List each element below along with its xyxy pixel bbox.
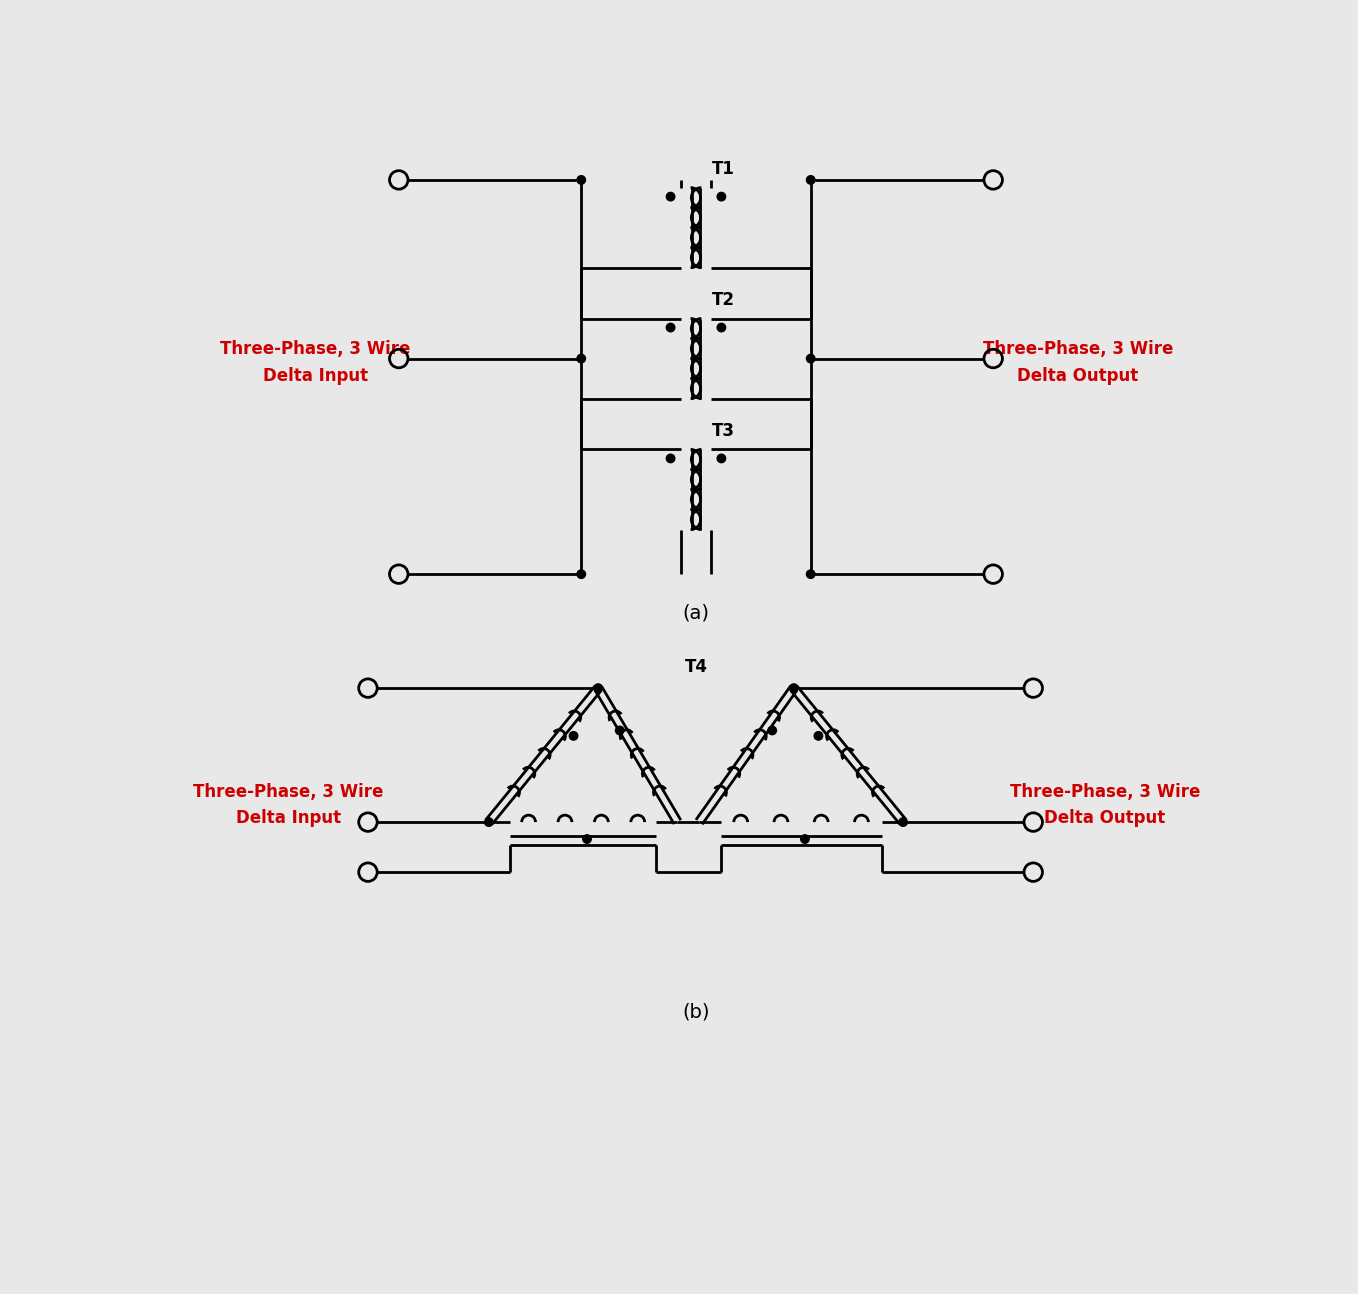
Circle shape (807, 355, 815, 362)
Circle shape (667, 193, 675, 201)
Text: T3: T3 (712, 422, 735, 440)
Circle shape (577, 176, 585, 184)
Circle shape (569, 731, 577, 740)
Circle shape (899, 818, 907, 827)
Text: Three-Phase, 3 Wire
Delta Input: Three-Phase, 3 Wire Delta Input (193, 783, 384, 827)
Circle shape (485, 818, 493, 827)
Text: T2: T2 (712, 291, 735, 309)
Text: (b): (b) (682, 1002, 710, 1021)
Circle shape (717, 454, 725, 463)
Circle shape (577, 355, 585, 362)
Text: T4: T4 (684, 657, 708, 675)
Circle shape (667, 324, 675, 331)
Circle shape (789, 685, 799, 692)
Circle shape (717, 193, 725, 201)
Circle shape (769, 726, 777, 735)
Text: Three-Phase, 3 Wire
Delta Output: Three-Phase, 3 Wire Delta Output (983, 340, 1173, 384)
Circle shape (577, 569, 585, 578)
Circle shape (717, 324, 725, 331)
Circle shape (807, 176, 815, 184)
Circle shape (615, 726, 623, 735)
Circle shape (583, 835, 591, 844)
Text: Three-Phase, 3 Wire
Delta Output: Three-Phase, 3 Wire Delta Output (1009, 783, 1200, 827)
Text: T1: T1 (712, 160, 735, 179)
Circle shape (801, 835, 809, 844)
Text: Three-Phase, 3 Wire
Delta Input: Three-Phase, 3 Wire Delta Input (220, 340, 410, 384)
Text: (a): (a) (683, 603, 709, 622)
Circle shape (815, 731, 823, 740)
Circle shape (667, 454, 675, 463)
Circle shape (593, 685, 603, 692)
Circle shape (807, 569, 815, 578)
